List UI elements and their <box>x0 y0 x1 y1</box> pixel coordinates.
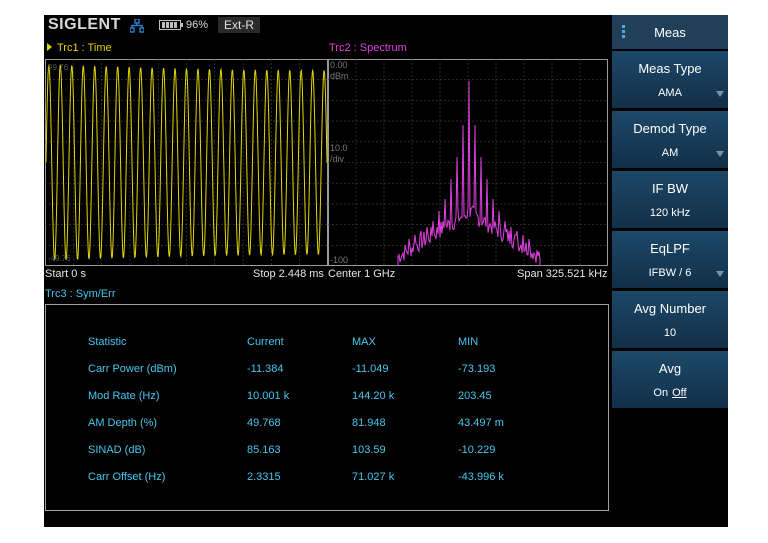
table-cell: 203.45 <box>458 389 492 402</box>
trace1-stop: Stop 2.448 ms <box>253 268 324 280</box>
table-row: Mod Rate (Hz) 10.001 k 144.20 k 203.45 <box>88 382 558 409</box>
table-cell: AM Depth (%) <box>88 416 158 429</box>
table-cell: -43.996 k <box>458 470 504 483</box>
table-cell: -73.193 <box>458 362 496 375</box>
trace1-bottom-scale: -49.76 <box>48 254 71 263</box>
reference-source-badge[interactable]: Ext-R <box>218 17 260 33</box>
dropdown-arrow-icon <box>716 91 724 97</box>
active-trace-marker-icon <box>47 43 52 51</box>
dropdown-arrow-icon <box>716 271 724 277</box>
table-cell: Mod Rate (Hz) <box>88 389 160 402</box>
avg-toggle-softkey[interactable]: Avg On Off <box>612 351 728 408</box>
demod-type-softkey[interactable]: Demod Type AM <box>612 111 728 168</box>
menu-dots-icon <box>622 25 625 39</box>
table-row: AM Depth (%) 49.768 81.948 43.497 m <box>88 409 558 436</box>
table-cell: 103.59 <box>352 443 386 456</box>
table-cell: 71.027 k <box>352 470 395 483</box>
table-cell: 85.163 <box>247 443 281 456</box>
eqlpf-softkey[interactable]: EqLPF IFBW / 6 <box>612 231 728 288</box>
table-cell: -11.049 <box>352 362 389 375</box>
table-cell: -11.384 <box>247 362 284 375</box>
trace1-top-scale: 99.76 <box>48 63 69 72</box>
table-cell: 81.948 <box>352 416 386 429</box>
table-cell: 43.497 m <box>458 416 504 429</box>
column-header: Statistic <box>88 335 127 348</box>
column-header: MAX <box>352 335 376 348</box>
meas-type-softkey[interactable]: Meas Type AMA <box>612 51 728 108</box>
trace2-spectrum <box>397 80 541 266</box>
network-icon <box>130 19 144 33</box>
column-header: Current <box>247 335 284 348</box>
status-bar: SIGLENT 96% Ext-R <box>44 15 612 37</box>
analyzer-screen: SIGLENT 96% Ext-R Trc1 : Time Trc2 : Spe… <box>44 15 728 527</box>
dropdown-arrow-icon <box>716 151 724 157</box>
table-row: SINAD (dB) 85.163 103.59 -10.229 <box>88 436 558 463</box>
softkey-menu: Meas Meas Type AMA Demod Type AM IF BW 1… <box>612 15 728 415</box>
battery-icon <box>159 20 183 30</box>
spectrum-ref-unit: dBm <box>330 71 349 81</box>
menu-title: Meas <box>654 25 686 40</box>
table-cell: 144.20 k <box>352 389 395 402</box>
trace2-center: Center 1 GHz <box>328 268 396 280</box>
table-cell: 10.001 k <box>247 389 290 402</box>
trace1-waveform <box>45 64 328 261</box>
table-cell: 2.3315 <box>247 470 281 483</box>
trace3-title[interactable]: Trc3 : Sym/Err <box>45 288 116 300</box>
statistics-panel: Statistic Current MAX MIN Carr Power (dBm) -1… <box>45 304 609 511</box>
statistics-table: Statistic Current MAX MIN Carr Power (dBm) -1… <box>88 328 558 490</box>
brand-logo: SIGLENT <box>48 16 121 33</box>
table-cell: Carr Power (dBm) <box>88 362 177 375</box>
battery-percent: 96% <box>186 19 209 31</box>
avg-on-option[interactable]: On <box>653 387 669 399</box>
table-header-row: Statistic Current MAX MIN <box>88 328 558 355</box>
trace2-span: Span 325.521 kHz <box>517 268 608 280</box>
trace1-title[interactable]: Trc1 : Time <box>47 42 112 54</box>
spectrum-bottom-level: -100 <box>330 255 348 265</box>
column-header: MIN <box>458 335 479 348</box>
table-cell: -10.229 <box>458 443 496 456</box>
trace2-title[interactable]: Trc2 : Spectrum <box>329 42 407 54</box>
avg-number-softkey[interactable]: Avg Number 10 <box>612 291 728 348</box>
spectrum-ref-level: 0.00 <box>330 60 348 70</box>
table-row: Carr Power (dBm) -11.384 -11.049 -73.193 <box>88 355 558 382</box>
avg-off-option[interactable]: Off <box>672 387 687 399</box>
spectrum-scale: 10.0 <box>330 143 348 153</box>
spectrum-scale-unit: /div <box>330 154 345 164</box>
time-domain-plot[interactable]: 99.76 -49.76 <box>45 59 328 266</box>
menu-header[interactable]: Meas <box>612 15 728 49</box>
table-cell: SINAD (dB) <box>88 443 146 456</box>
trace1-start: Start 0 s <box>45 268 86 280</box>
if-bw-softkey[interactable]: IF BW 120 kHz <box>612 171 728 228</box>
table-cell: 49.768 <box>247 416 281 429</box>
table-row: Carr Offset (Hz) 2.3315 71.027 k -43.996 k <box>88 463 558 490</box>
x-axis-annotations: Start 0 s Stop 2.448 ms Center 1 GHz Spa… <box>44 268 612 282</box>
table-cell: Carr Offset (Hz) <box>88 470 166 483</box>
